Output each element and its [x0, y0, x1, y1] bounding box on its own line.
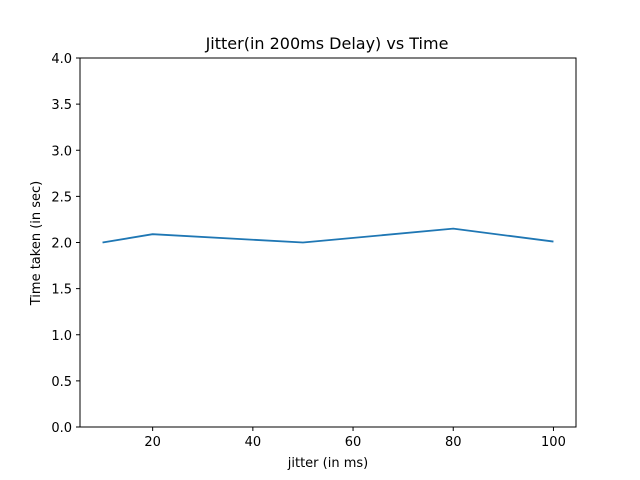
- y-tick-label: 3.0: [51, 144, 72, 159]
- y-tick-label: 4.0: [51, 52, 72, 67]
- y-tick-label: 1.0: [51, 329, 72, 344]
- y-tick-label: 0.5: [51, 375, 72, 390]
- x-tick-label: 100: [541, 435, 566, 450]
- x-tick-label: 20: [144, 435, 161, 450]
- y-tick-label: 3.5: [51, 98, 72, 113]
- y-axis-label: Time taken (in sec): [29, 181, 44, 307]
- y-tick-label: 0.0: [51, 421, 72, 436]
- x-axis: 20 40 60 80 100: [144, 427, 566, 450]
- series-layer: [102, 227, 554, 244]
- x-tick-label: 60: [345, 435, 362, 450]
- x-tick-label: 80: [445, 435, 462, 450]
- chart-title: Jitter(in 200ms Delay) vs Time: [205, 34, 449, 53]
- x-tick-label: 40: [245, 435, 262, 450]
- x-axis-label: jitter (in ms): [287, 456, 368, 471]
- y-tick-label: 2.0: [51, 237, 72, 252]
- y-tick-label: 1.5: [51, 283, 72, 298]
- y-tick-label: 2.5: [51, 190, 72, 205]
- y-axis: 0.0 0.5 1.0 1.5 2.0 2.5 3.0 3.5 4.0: [51, 52, 80, 436]
